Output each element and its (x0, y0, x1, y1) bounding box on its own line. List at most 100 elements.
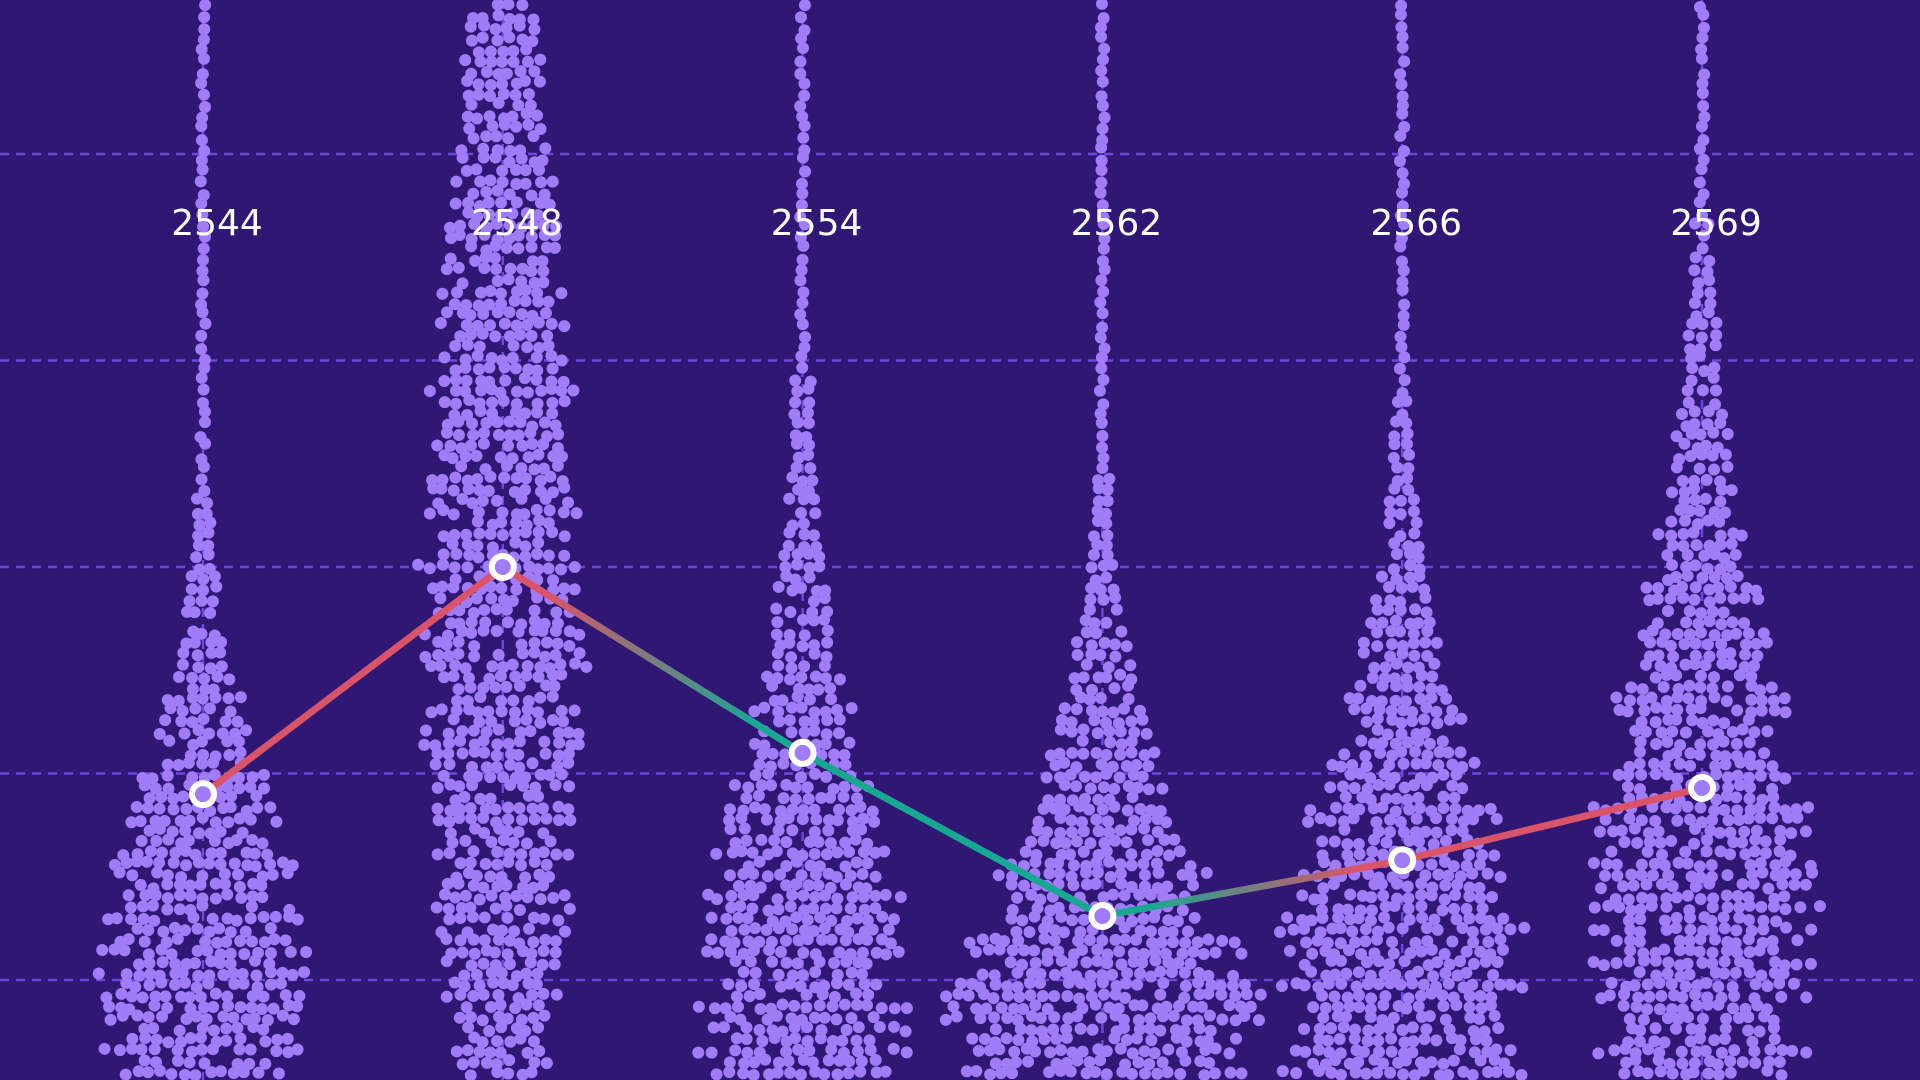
swarm-dot (1683, 605, 1696, 618)
swarm-dot (1114, 867, 1127, 880)
swarm-dot (1383, 758, 1396, 771)
swarm-dot (978, 1033, 991, 1046)
swarm-dot (828, 956, 841, 969)
swarm-dot (537, 438, 550, 451)
swarm-dot (1695, 52, 1708, 65)
swarm-dot (197, 460, 210, 473)
swarm-dot (1658, 859, 1671, 872)
swarm-dot (521, 891, 534, 904)
swarm-dot (1397, 309, 1410, 322)
swarm-dot (470, 968, 483, 981)
swarm-dot (469, 822, 482, 835)
swarm-dot (1714, 416, 1727, 429)
swarm-dot (453, 604, 466, 617)
swarm-dot (771, 893, 784, 906)
swarm-dot (453, 812, 466, 825)
swarm-dot (1362, 867, 1375, 880)
swarm-dot (788, 1021, 801, 1034)
swarm-dot (1618, 988, 1631, 1001)
swarm-dot (1014, 1023, 1027, 1036)
swarm-dot (484, 174, 497, 187)
swarm-dot (189, 1069, 202, 1080)
swarm-dot (820, 650, 833, 663)
swarm-dot (148, 1043, 161, 1056)
swarm-dot (1252, 1014, 1265, 1027)
swarm-dot (483, 110, 496, 123)
swarm-dot (1689, 988, 1702, 1001)
swarm-dot (1064, 768, 1077, 781)
swarm-dot (790, 855, 803, 868)
swarm-dot (1633, 935, 1646, 948)
swarm-dot (1202, 969, 1215, 982)
swarm-dot (532, 1021, 545, 1034)
swarm-dot (495, 967, 508, 980)
swarm-dot (839, 934, 852, 947)
swarm-dot (461, 338, 474, 351)
swarm-dot (1029, 999, 1042, 1012)
swarm-dot (1684, 911, 1697, 924)
swarm-dot (465, 959, 478, 972)
swarm-dot (464, 328, 477, 341)
swarm-dot (710, 893, 723, 906)
swarm-dot (490, 761, 503, 774)
swarm-dot (806, 1056, 819, 1069)
swarm-dot (141, 1066, 154, 1079)
swarm-dot (1097, 398, 1110, 411)
swarm-dot (1681, 800, 1694, 813)
swarm-dot (1425, 987, 1438, 1000)
swarm-dot (1138, 749, 1151, 762)
swarm-dot (819, 672, 832, 685)
swarm-dot (502, 1067, 515, 1080)
swarm-dot (1108, 638, 1121, 651)
swarm-dot (1058, 702, 1071, 715)
swarm-dot (797, 1053, 810, 1066)
swarm-dot (1352, 692, 1365, 705)
swarm-dot (1028, 910, 1041, 923)
point (1388, 846, 1417, 875)
swarm-dot (873, 1021, 886, 1034)
swarm-dot (857, 890, 870, 903)
swarm-dot (854, 800, 867, 813)
swarm-dot (1391, 461, 1404, 474)
swarm-dot (1298, 922, 1311, 935)
swarm-dot (196, 899, 209, 912)
swarm-dot (147, 899, 160, 912)
swarm-dot (1701, 562, 1714, 575)
swarm-dot (233, 782, 246, 795)
swarm-dot (1742, 1024, 1755, 1037)
swarm-dot (1097, 242, 1110, 255)
swarm-dot (812, 879, 825, 892)
swarm-dot (436, 580, 449, 593)
swarm-dot (782, 1055, 795, 1068)
swarm-dot (508, 925, 521, 938)
swarm-dot (1328, 990, 1341, 1003)
swarm-dot (195, 627, 208, 640)
swarm-dot (1791, 811, 1804, 824)
swarm-dot (723, 1065, 736, 1078)
swarm-dot (1052, 901, 1065, 914)
swarm-dot (503, 330, 516, 343)
swarm-dot (1633, 757, 1646, 770)
swarm-dot (142, 924, 155, 937)
swarm-dot (1657, 681, 1670, 694)
swarm-dot (500, 459, 513, 472)
swarm-dot (1676, 1057, 1689, 1070)
swarm-dot (549, 935, 562, 948)
swarm-dot (735, 812, 748, 825)
swarm-dot (531, 967, 544, 980)
swarm-dot (531, 547, 544, 560)
swarm-dot (1114, 824, 1127, 837)
swarm-dot (1090, 746, 1103, 759)
swarm-dot (1274, 926, 1287, 939)
swarm-dot (197, 573, 210, 586)
swarm-dot (490, 603, 503, 616)
swarm-dot (1439, 1013, 1452, 1026)
swarm-dot (861, 857, 874, 870)
swarm-dot (176, 704, 189, 717)
swarm-dot (527, 881, 540, 894)
swarm-dot (264, 947, 277, 960)
swarm-dot (819, 889, 832, 902)
swarm-dot (1096, 705, 1109, 718)
swarm-dot (984, 1068, 997, 1080)
swarm-dot (1433, 746, 1446, 759)
